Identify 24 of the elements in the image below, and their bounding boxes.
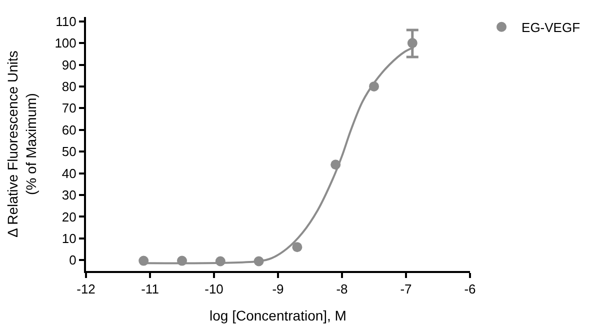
- y-tick-label: 10: [62, 230, 76, 246]
- x-tick-label: -6: [464, 282, 476, 297]
- y-tick-label: 0: [69, 252, 76, 268]
- y-tick-label: 70: [62, 100, 76, 116]
- y-tick-label: 60: [62, 122, 76, 138]
- y-tick-label: 100: [54, 36, 76, 51]
- x-tick-label: -11: [141, 282, 159, 297]
- x-tick-label: -8: [336, 282, 348, 297]
- point: [407, 38, 418, 48]
- point: [292, 242, 302, 252]
- x-tick-label: -7: [400, 282, 412, 297]
- x-tick-label: -10: [204, 282, 224, 297]
- y-tick-label: 80: [62, 79, 76, 94]
- y-tick-label: 50: [62, 144, 76, 160]
- y-tick-label: 20: [62, 209, 76, 224]
- x-tick-label: -12: [76, 282, 96, 297]
- x-axis-title: log [Concentration], M: [210, 307, 346, 324]
- x-tick-label: -9: [272, 282, 284, 297]
- y-tick-label: 30: [62, 188, 76, 203]
- y-tick-label: 110: [56, 14, 76, 29]
- y-tick-label: 90: [62, 57, 76, 72]
- y-axis-title: Δ Relative Fluorescence Units (% of Maximum): [4, 50, 39, 238]
- y-tick-label: 40: [62, 166, 76, 181]
- legend-label: EG-VEGF: [522, 20, 580, 35]
